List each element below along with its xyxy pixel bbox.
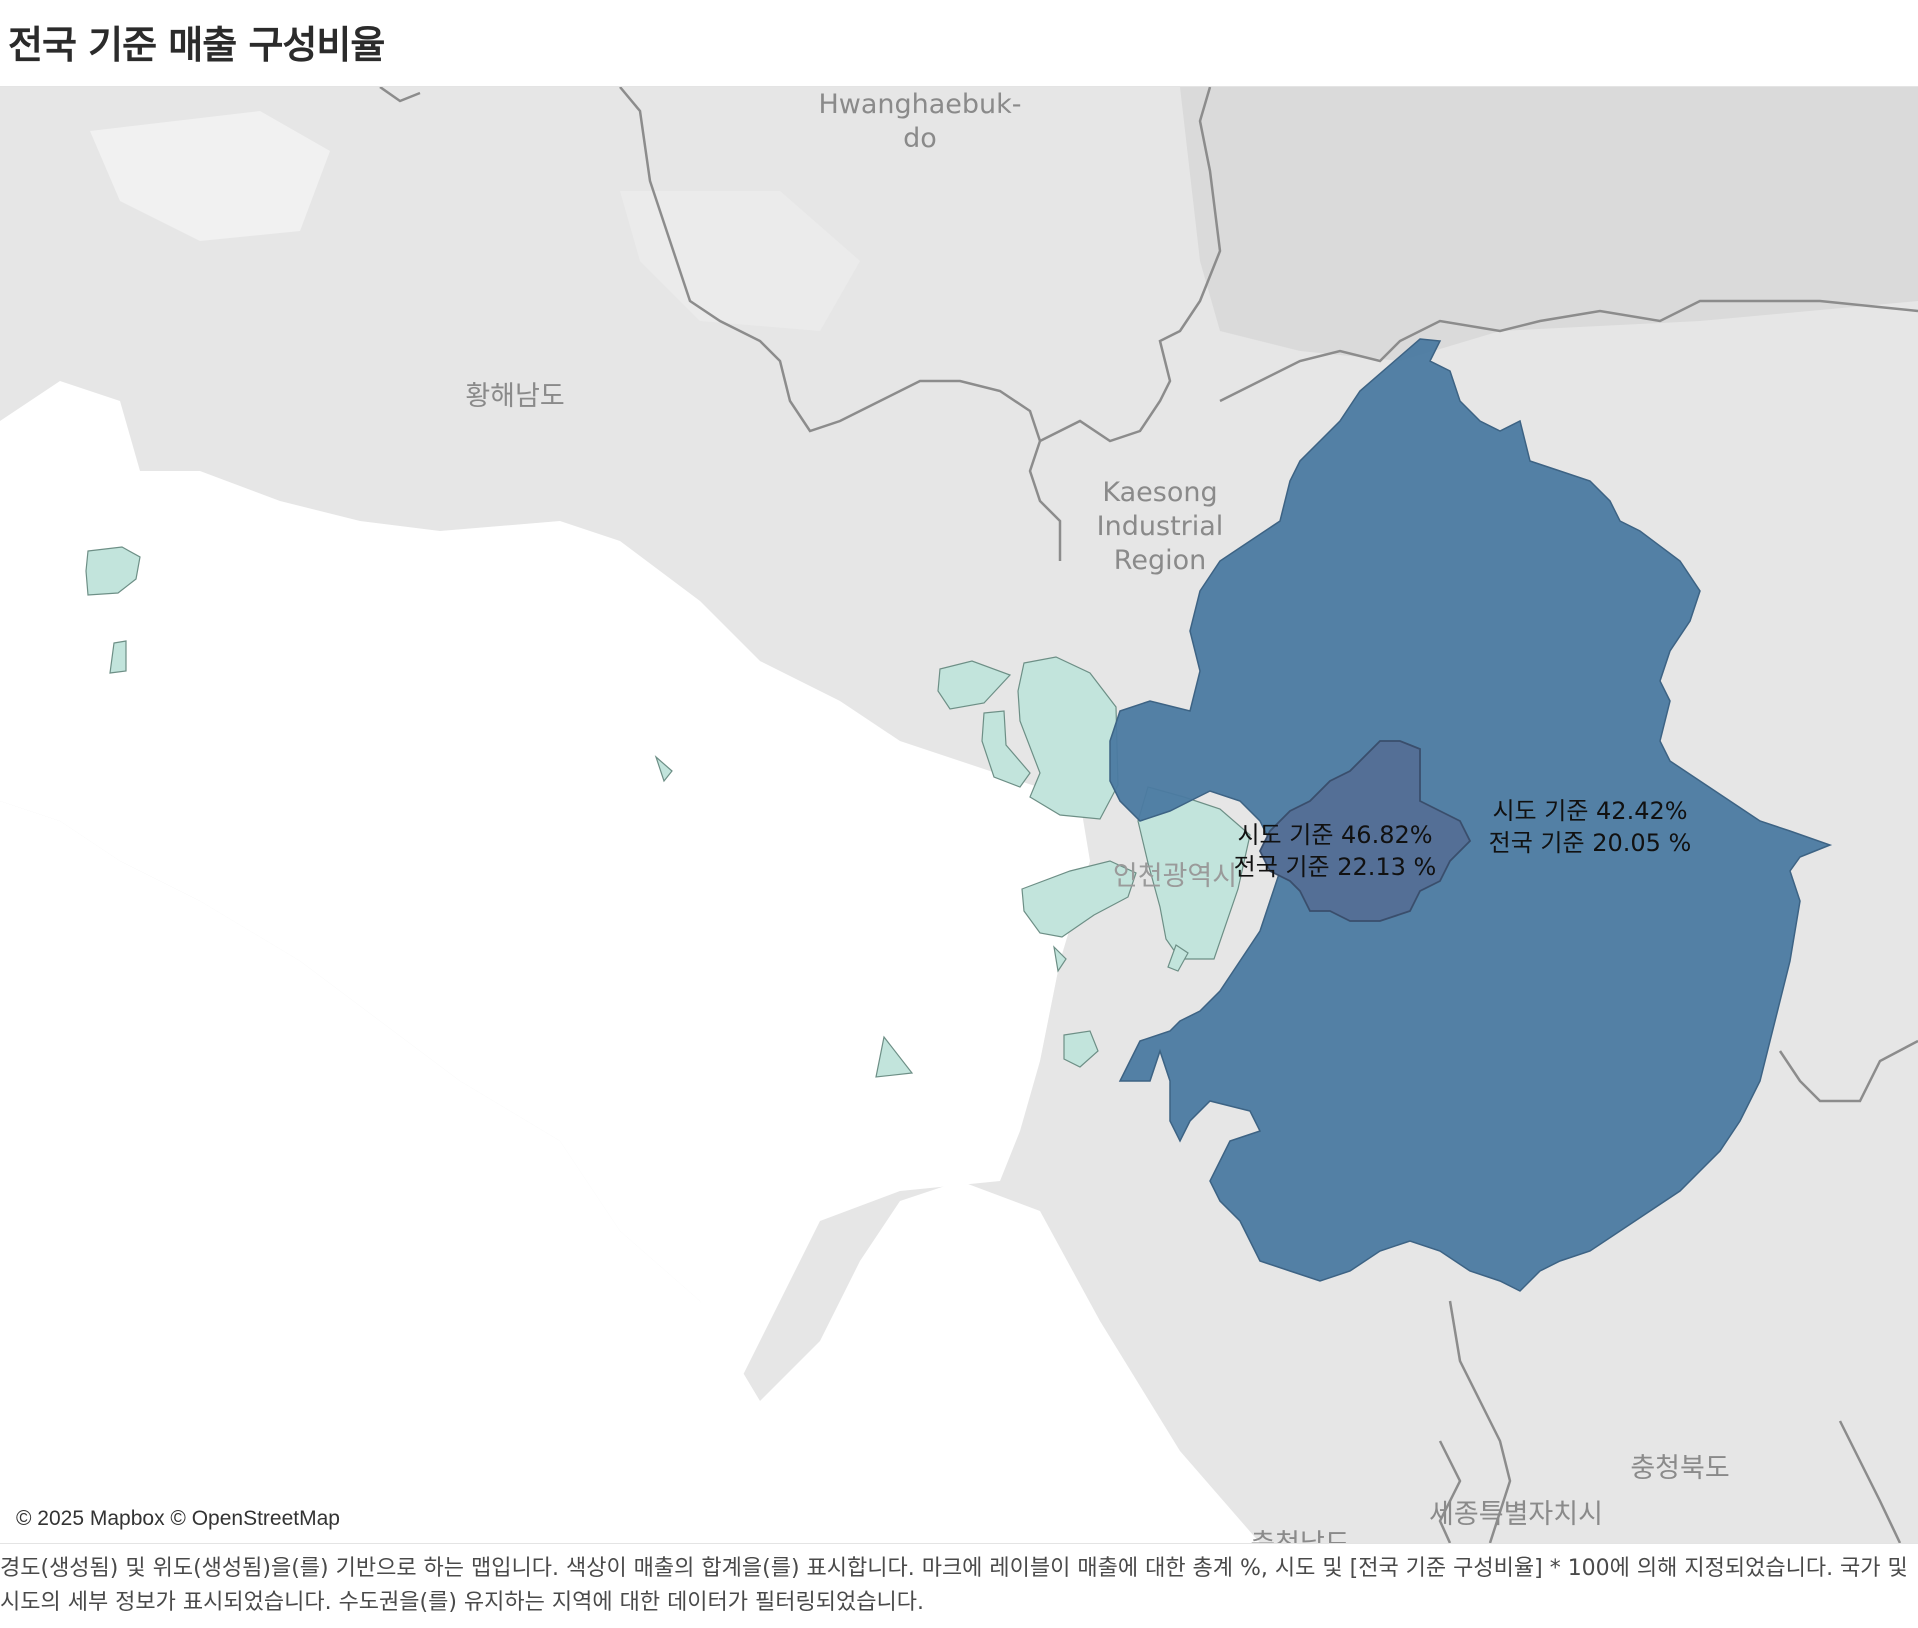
label-hwanghaebukdo-2: do [903,123,937,154]
label-chungbuk: 충청북도 [1630,1453,1729,1484]
label-hwanghaebukdo-1: Hwanghaebuk- [818,89,1021,120]
label-chungnam: 충청남도 [1250,1529,1349,1543]
map-attribution[interactable]: © 2025 Mapbox © OpenStreetMap [10,1505,346,1533]
map-view[interactable]: Hwanghaebuk- do 황해남도 Kaesong Industrial … [0,86,1918,1544]
label-kaesong-1: Kaesong [1102,477,1217,508]
admin-borders [379,87,1918,1543]
incheon-region[interactable] [85,546,1251,1078]
label-kaesong-3: Region [1114,545,1206,576]
gyeonggi-region[interactable] [1109,338,1833,1292]
gyeonggi-label-sido: 시도 기준 42.42% [1492,797,1687,825]
label-hwanghaenamdo: 황해남도 [465,381,564,412]
map-caption: 경도(생성됨) 및 위도(생성됨)을(를) 기반으로 하는 맵입니다. 색상이 … [0,1556,1908,1615]
seoul-region[interactable] [1258,740,1472,922]
label-kaesong-2: Industrial [1097,511,1224,542]
seoul-label-national: 전국 기준 22.13 % [1234,853,1437,881]
label-sejong: 세종특별자치시 [1429,1499,1603,1530]
seoul-label-sido: 시도 기준 46.82% [1237,821,1432,849]
label-incheon: 인천광역시 [1113,861,1237,892]
page-title: 전국 기준 매출 구성비율 [8,23,385,67]
gyeonggi-label-national: 전국 기준 20.05 % [1489,829,1692,857]
